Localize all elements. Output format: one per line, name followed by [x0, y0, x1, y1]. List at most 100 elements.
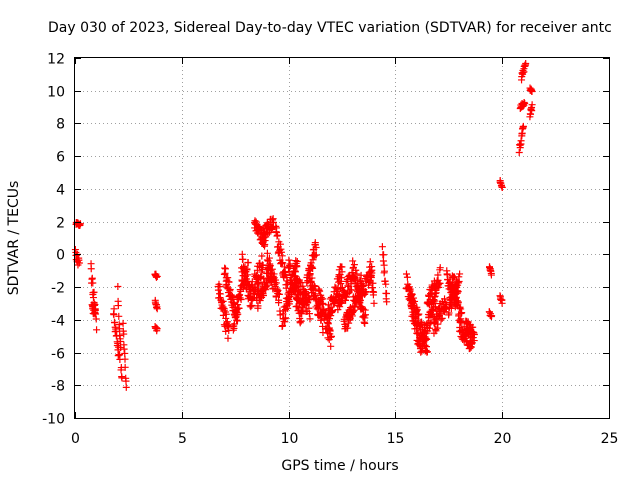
y-tick-label: 10	[47, 85, 65, 101]
data-point	[122, 377, 130, 385]
data-point	[265, 264, 273, 272]
data-point	[122, 383, 130, 391]
data-point	[337, 274, 345, 282]
data-point	[437, 316, 445, 324]
data-point	[454, 298, 462, 306]
data-point	[327, 333, 335, 341]
data-point	[90, 301, 98, 309]
data-point	[432, 303, 440, 311]
data-point	[221, 265, 229, 273]
data-point	[380, 251, 388, 259]
data-point	[383, 290, 391, 298]
data-point	[380, 267, 388, 275]
data-point	[411, 297, 419, 305]
data-point	[258, 252, 266, 260]
data-point	[356, 296, 364, 304]
data-point	[312, 251, 320, 259]
data-point	[239, 255, 247, 263]
x-tick-label: 15	[387, 431, 405, 447]
data-point	[216, 283, 224, 291]
y-tick-label: 0	[56, 248, 65, 264]
data-point	[219, 297, 227, 305]
data-point	[317, 293, 325, 301]
data-point	[216, 290, 224, 298]
data-point	[349, 307, 357, 315]
data-point	[76, 221, 84, 229]
data-point	[111, 318, 119, 326]
data-point	[316, 287, 324, 295]
y-axis-label: SDTVAR / TECUs	[6, 181, 22, 296]
data-point	[274, 231, 282, 239]
data-point	[415, 310, 423, 318]
data-point	[265, 254, 273, 262]
y-tick-label: -4	[51, 314, 65, 330]
data-point	[309, 264, 317, 272]
data-point	[121, 355, 129, 363]
data-point	[263, 249, 271, 257]
data-point	[115, 312, 123, 320]
data-point	[522, 60, 530, 68]
data-point	[419, 343, 427, 351]
data-point	[521, 99, 529, 107]
data-point	[286, 262, 294, 270]
data-point	[153, 325, 161, 333]
data-point	[214, 286, 222, 294]
data-point	[285, 256, 293, 264]
data-point	[224, 274, 232, 282]
x-tick-label: 5	[178, 431, 187, 447]
data-point	[366, 258, 374, 266]
data-point	[264, 281, 272, 289]
data-point	[247, 303, 255, 311]
data-point	[456, 270, 464, 278]
data-point	[115, 325, 123, 333]
data-point	[230, 320, 238, 328]
data-point	[306, 315, 314, 323]
data-point	[366, 263, 374, 271]
data-point	[110, 305, 118, 313]
data-point	[152, 300, 160, 308]
data-point	[350, 261, 358, 269]
data-point	[362, 311, 370, 319]
data-point	[345, 319, 353, 327]
data-point	[378, 243, 386, 251]
data-point	[361, 314, 369, 322]
data-point	[349, 257, 357, 265]
data-point	[235, 304, 243, 312]
data-point	[324, 320, 332, 328]
data-point	[438, 314, 446, 322]
data-point	[528, 101, 536, 109]
data-point	[254, 302, 262, 310]
data-point	[110, 311, 118, 319]
data-point	[327, 342, 335, 350]
data-point	[370, 288, 378, 296]
data-point	[436, 279, 444, 287]
data-point	[486, 308, 494, 316]
data-point	[277, 248, 285, 256]
data-point	[309, 256, 317, 264]
data-point	[434, 320, 442, 328]
data-point	[329, 307, 337, 315]
y-tick-label: 8	[56, 117, 65, 133]
data-point	[338, 298, 346, 306]
data-point	[287, 271, 295, 279]
data-point	[369, 279, 377, 287]
data-point	[360, 282, 368, 290]
data-point	[222, 327, 230, 335]
data-point	[89, 279, 97, 287]
data-point	[90, 310, 98, 318]
data-point	[298, 310, 306, 318]
data-point	[528, 88, 536, 96]
data-point	[293, 257, 301, 265]
data-point	[425, 324, 433, 332]
data-point	[303, 291, 311, 299]
data-point	[402, 270, 410, 278]
data-point	[225, 278, 233, 286]
data-point	[447, 304, 455, 312]
data-point	[153, 272, 161, 280]
data-point	[233, 309, 241, 317]
data-point	[498, 183, 506, 191]
data-point	[470, 331, 478, 339]
data-point	[299, 282, 307, 290]
data-point	[519, 122, 527, 130]
data-point	[451, 288, 459, 296]
